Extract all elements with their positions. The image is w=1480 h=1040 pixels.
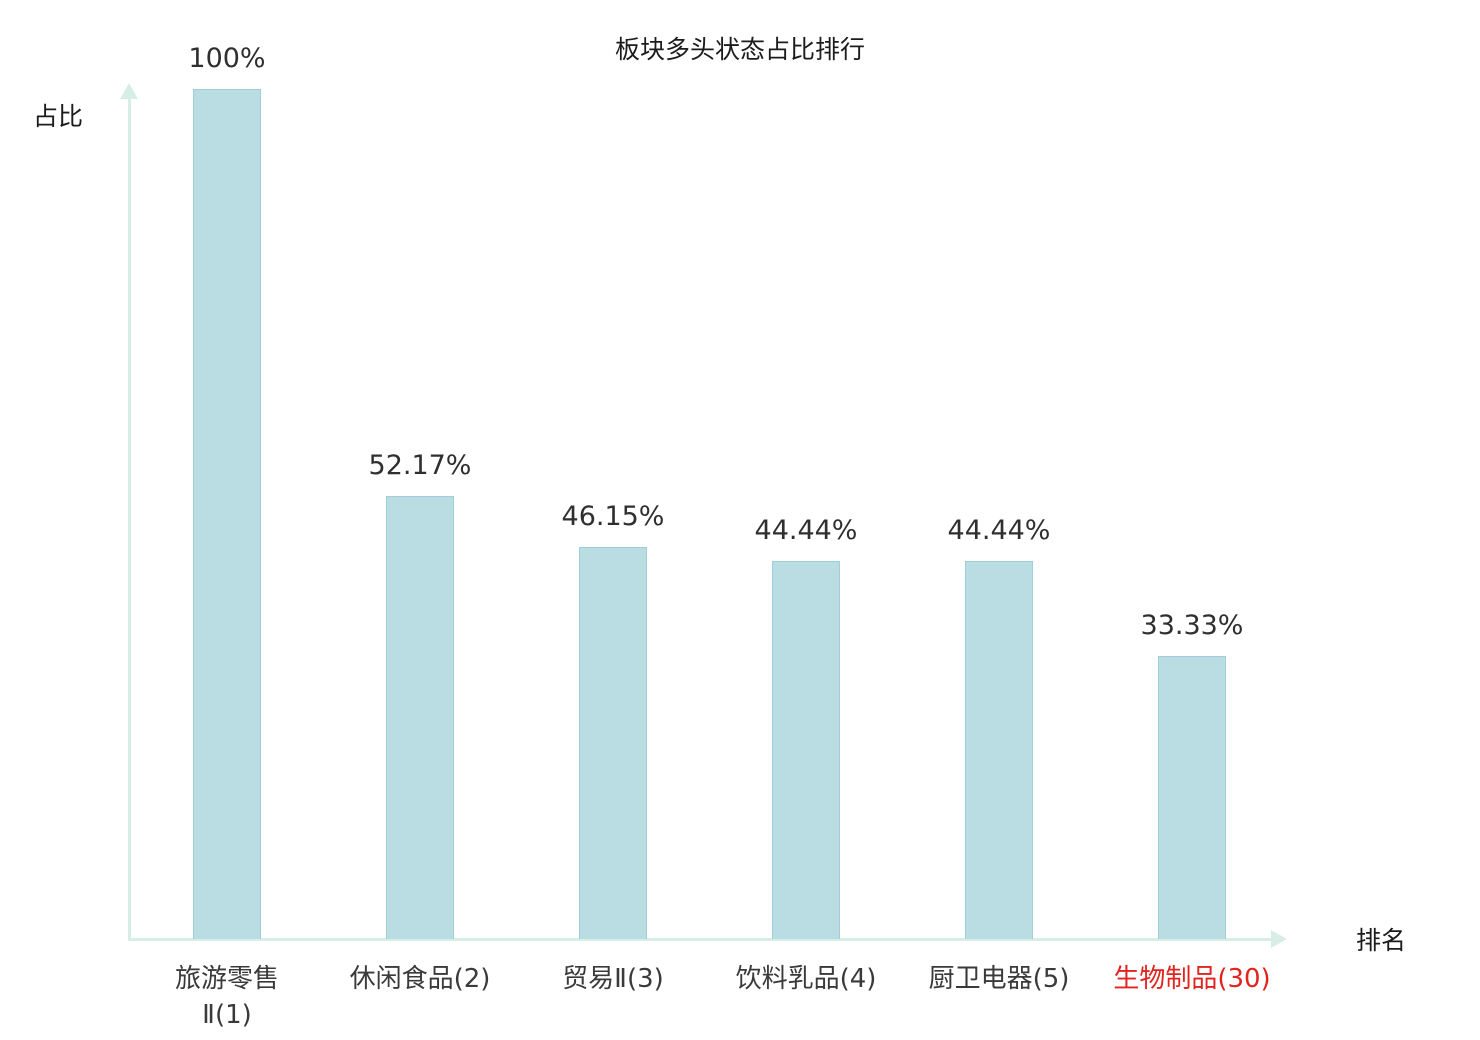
bar — [965, 561, 1033, 939]
bar-category-label: 厨卫电器(5) — [928, 964, 1070, 994]
chart-title: 板块多头状态占比排行 — [614, 35, 865, 64]
bar — [1158, 655, 1226, 939]
bar-category-label: 贸易Ⅱ(3) — [562, 964, 664, 994]
bar-category-label: 饮料乳品(4) — [735, 964, 877, 994]
x-axis-line — [128, 938, 1272, 941]
bar-value-label: 44.44% — [754, 515, 858, 547]
bar-category-label: 休闲食品(2) — [349, 964, 491, 994]
bar — [772, 561, 840, 939]
bar-value-label: 100% — [188, 43, 266, 74]
bar-value-label: 33.33% — [1140, 609, 1244, 641]
bar — [386, 495, 454, 939]
bar-value-label: 46.15% — [561, 500, 665, 532]
x-axis-arrow-icon — [1271, 930, 1287, 948]
bar-value-label: 44.44% — [947, 515, 1051, 547]
bar — [193, 89, 261, 939]
bar-category-label: 旅游零售 Ⅱ(1) — [174, 964, 279, 1030]
y-axis-line — [128, 98, 131, 940]
y-axis-label: 占比 — [33, 102, 84, 131]
y-axis-arrow-icon — [120, 83, 138, 99]
bar-value-label: 52.17% — [368, 449, 472, 481]
bar — [579, 546, 647, 939]
bar-category-label: 生物制品(30) — [1113, 964, 1271, 994]
x-axis-label: 排名 — [1356, 926, 1407, 955]
